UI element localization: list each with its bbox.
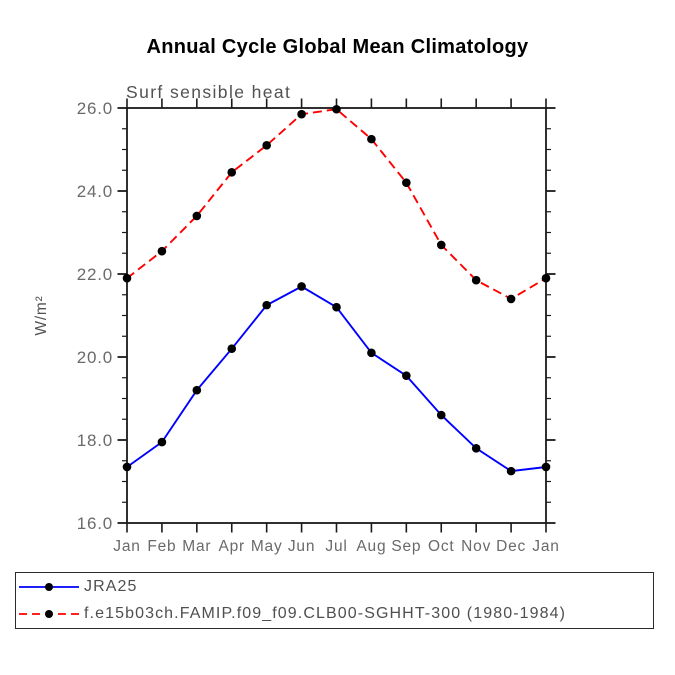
data-point [332, 302, 341, 312]
y-axis-label: W/m² [33, 295, 50, 335]
svg-text:Jan: Jan [532, 538, 559, 555]
data-point [402, 371, 411, 380]
data-point [367, 134, 376, 144]
data-point [367, 348, 376, 358]
data-point [541, 273, 551, 283]
model-dashed-line-sample-icon [19, 610, 79, 618]
data-point [262, 141, 271, 150]
svg-text:22.0: 22.0 [77, 265, 113, 284]
data-point [227, 344, 237, 354]
legend-label-jra25: JRA25 [84, 578, 138, 595]
data-point [192, 211, 202, 221]
data-point [506, 294, 516, 304]
svg-text:Mar: Mar [182, 538, 211, 555]
data-point [436, 410, 446, 420]
jra25-line-sample-icon [19, 583, 79, 591]
data-point [506, 466, 516, 476]
series-jra25 [122, 282, 551, 476]
legend-box: JRA25 f.e15b03ch.FAMIP.f09_f09.CLB00-SGH… [15, 572, 654, 629]
svg-text:Jan: Jan [113, 538, 140, 555]
data-point [157, 437, 167, 447]
svg-text:24.0: 24.0 [77, 182, 113, 201]
svg-text:Aug: Aug [356, 538, 386, 555]
data-point [541, 462, 551, 472]
svg-text:16.0: 16.0 [77, 514, 113, 533]
svg-text:Jun: Jun [288, 538, 315, 555]
y-axis-tick-labels: 16.0 18.0 20.0 22.0 24.0 26.0 [77, 99, 113, 533]
svg-text:Dec: Dec [496, 538, 526, 555]
svg-text:Oct: Oct [428, 538, 455, 555]
data-point [192, 385, 202, 395]
svg-text:May: May [251, 538, 283, 555]
data-point [122, 273, 132, 283]
data-point [297, 282, 306, 291]
data-point [227, 168, 237, 177]
data-point [332, 104, 341, 114]
svg-text:26.0: 26.0 [77, 99, 113, 118]
legend-label-model: f.e15b03ch.FAMIP.f09_f09.CLB00-SGHHT-300… [84, 605, 567, 622]
x-axis-month-labels: Jan Feb Mar Apr May Jun Jul Aug Sep Oct Nov Dec Jan [113, 538, 559, 555]
chart-title: Annual Cycle Global Mean Climatology [146, 36, 529, 58]
data-point [436, 240, 446, 250]
data-point [402, 178, 411, 187]
svg-text:Jul: Jul [325, 538, 347, 555]
svg-text:20.0: 20.0 [77, 348, 113, 367]
y-axis-ticks [117, 107, 556, 524]
x-axis-ticks [126, 98, 547, 533]
series-model [122, 104, 551, 304]
svg-text:Feb: Feb [147, 538, 176, 555]
chart-subtitle: Surf sensible heat [126, 82, 291, 102]
svg-text:18.0: 18.0 [77, 431, 113, 450]
data-point [262, 300, 271, 310]
data-point [122, 462, 132, 472]
legend-item-jra25: JRA25 [16, 574, 653, 600]
data-point [471, 444, 481, 453]
data-point [471, 275, 481, 285]
axes [126, 107, 547, 524]
svg-text:Apr: Apr [218, 538, 245, 555]
legend-item-model: f.e15b03ch.FAMIP.f09_f09.CLB00-SGHHT-300… [16, 601, 653, 627]
svg-text:Sep: Sep [391, 538, 421, 555]
data-point [157, 246, 167, 256]
data-point [297, 109, 306, 119]
svg-text:Nov: Nov [461, 538, 491, 555]
